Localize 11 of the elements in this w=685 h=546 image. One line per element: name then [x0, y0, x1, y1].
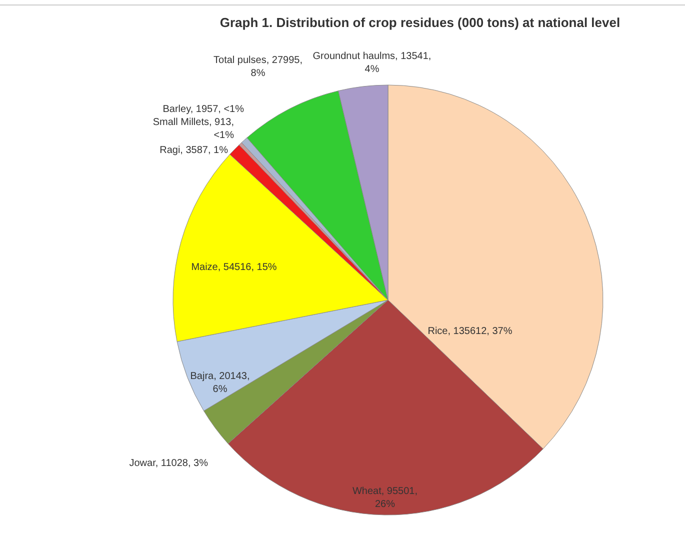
slice-label: Groundnut haulms, 13541, 4%	[312, 51, 432, 75]
slice-label: Barley, 1957, <1%	[162, 104, 244, 115]
slice-label: Ragi, 3587, 1%	[160, 145, 228, 156]
slice-label: Bajra, 20143, 6%	[190, 371, 250, 395]
slice-label: Total pulses, 27995, 8%	[214, 55, 302, 79]
slice-label: Maize, 54516, 15%	[191, 262, 277, 273]
chart-title: Graph 1. Distribution of crop residues (000 tons) at national level	[220, 15, 620, 30]
slice-label: Rice, 135612, 37%	[428, 326, 512, 337]
slice-label: Jowar, 11028, 3%	[129, 458, 208, 469]
slice-label: Wheat, 95501, 26%	[352, 486, 418, 510]
slice-label: Small Millets, 913, <1%	[152, 117, 234, 141]
